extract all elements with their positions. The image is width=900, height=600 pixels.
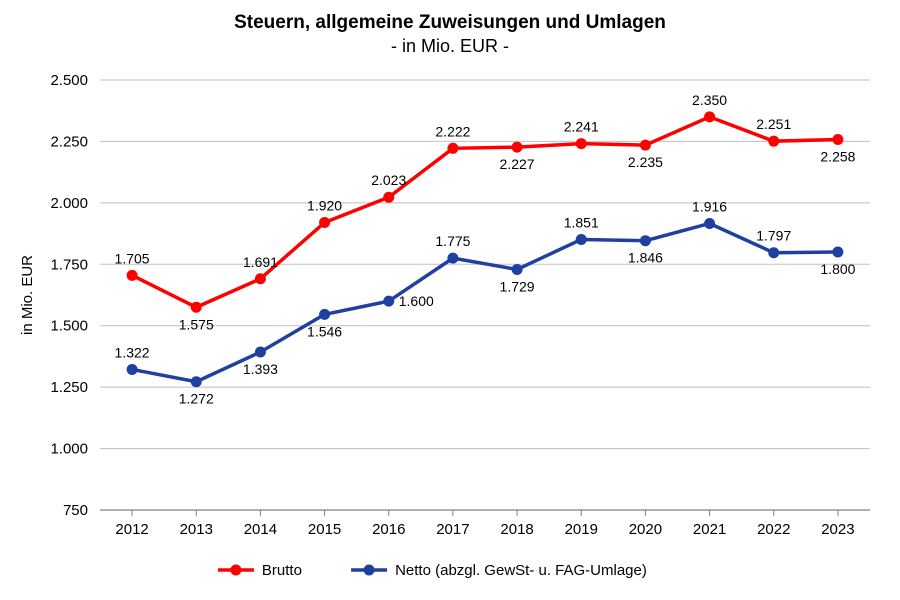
data-point [447, 143, 458, 154]
x-tick-label: 2018 [500, 521, 533, 538]
y-tick-label: 1.250 [50, 379, 88, 396]
data-point [319, 309, 330, 320]
x-tick-label: 2022 [757, 521, 790, 538]
data-label: 2.241 [564, 119, 599, 135]
data-label: 1.729 [500, 278, 535, 294]
x-tick-label: 2021 [693, 521, 726, 538]
data-label: 1.851 [564, 214, 599, 230]
data-label: 1.920 [307, 198, 342, 214]
series-line [132, 117, 838, 307]
legend-marker [364, 565, 375, 576]
x-tick-label: 2012 [115, 521, 148, 538]
data-point [127, 270, 138, 281]
data-point [383, 296, 394, 307]
y-tick-label: 1.500 [50, 318, 88, 335]
data-label: 2.350 [692, 92, 727, 108]
chart-subtitle: - in Mio. EUR - [391, 36, 509, 56]
data-label: 2.235 [628, 154, 663, 170]
data-point [576, 138, 587, 149]
legend-label: Brutto [262, 562, 302, 579]
x-tick-label: 2023 [821, 521, 854, 538]
x-tick-label: 2016 [372, 521, 405, 538]
data-label: 1.546 [307, 323, 342, 339]
chart-title: Steuern, allgemeine Zuweisungen und Umla… [234, 12, 666, 33]
chart-container: Steuern, allgemeine Zuweisungen und Umla… [0, 0, 900, 600]
x-tick-label: 2019 [565, 521, 598, 538]
x-tick-label: 2014 [244, 521, 277, 538]
x-tick-label: 2015 [308, 521, 341, 538]
data-label: 2.222 [435, 123, 470, 139]
y-tick-label: 1.000 [50, 441, 88, 458]
legend-marker [230, 565, 241, 576]
data-label: 1.322 [115, 344, 150, 360]
data-label: 1.775 [435, 233, 470, 249]
data-point [704, 218, 715, 229]
data-point [191, 302, 202, 313]
y-tick-label: 2.500 [50, 72, 88, 89]
data-point [512, 264, 523, 275]
data-label: 2.251 [756, 116, 791, 132]
data-label: 1.600 [399, 293, 434, 309]
y-axis-title: in Mio. EUR [19, 255, 36, 335]
data-point [447, 253, 458, 264]
data-label: 1.393 [243, 361, 278, 377]
data-point [832, 134, 843, 145]
data-label: 1.797 [756, 228, 791, 244]
data-point [255, 347, 266, 358]
data-point [768, 247, 779, 258]
data-point [383, 192, 394, 203]
y-tick-label: 2.250 [50, 133, 88, 150]
line-chart: Steuern, allgemeine Zuweisungen und Umla… [0, 0, 900, 600]
data-label: 1.691 [243, 254, 278, 270]
data-point [832, 247, 843, 258]
data-point [704, 111, 715, 122]
data-label: 1.916 [692, 198, 727, 214]
data-label: 1.800 [820, 261, 855, 277]
data-label: 1.575 [179, 316, 214, 332]
data-label: 1.846 [628, 250, 663, 266]
data-point [576, 234, 587, 245]
data-point [127, 364, 138, 375]
data-point [768, 136, 779, 147]
data-point [640, 140, 651, 151]
data-point [512, 142, 523, 153]
data-label: 1.272 [179, 391, 214, 407]
data-label: 1.705 [115, 250, 150, 266]
data-label: 2.023 [371, 172, 406, 188]
y-tick-label: 750 [63, 502, 88, 519]
x-tick-label: 2013 [180, 521, 213, 538]
y-tick-label: 1.750 [50, 256, 88, 273]
data-point [319, 217, 330, 228]
legend-label: Netto (abzgl. GewSt- u. FAG-Umlage) [395, 562, 647, 579]
x-tick-label: 2020 [629, 521, 662, 538]
data-label: 2.227 [500, 156, 535, 172]
x-tick-label: 2017 [436, 521, 469, 538]
data-label: 2.258 [820, 148, 855, 164]
data-point [255, 273, 266, 284]
series-line [132, 223, 838, 381]
data-point [640, 235, 651, 246]
data-point [191, 376, 202, 387]
y-tick-label: 2.000 [50, 195, 88, 212]
